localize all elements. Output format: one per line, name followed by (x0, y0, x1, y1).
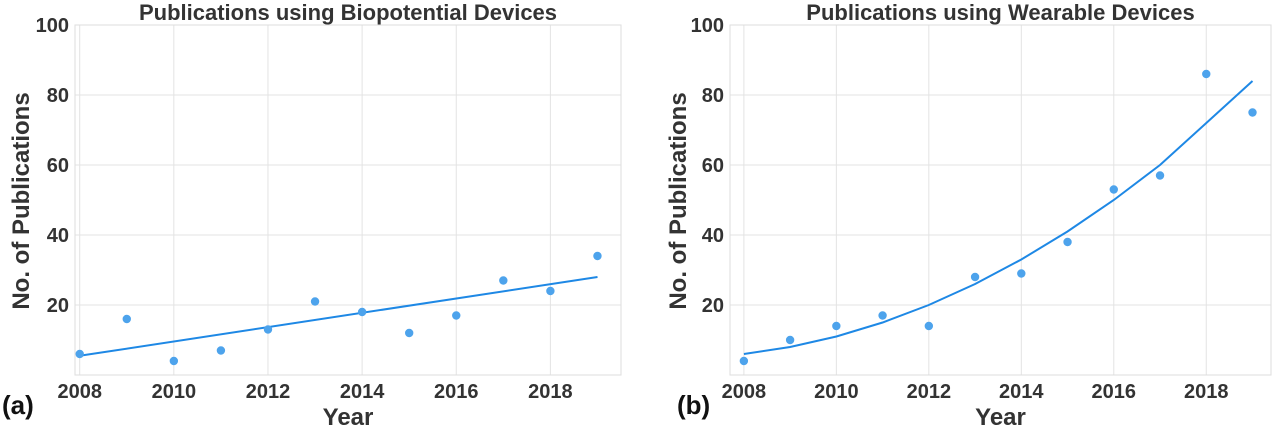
chart-a-y-tick-label: 80 (47, 85, 69, 107)
chart-b-x-tick-label: 2018 (1184, 381, 1229, 403)
chart-a-panel-label: (a) (2, 390, 34, 420)
chart-a-y-tick-label: 20 (47, 295, 69, 317)
chart-a: Publications using Biopotential Devices … (2, 0, 622, 428)
chart-b-y-tick-label: 80 (702, 85, 724, 107)
chart-a-point-2012 (263, 325, 273, 334)
chart-b-point-2008 (739, 356, 749, 366)
chart-b-y-tick-label: 40 (702, 225, 724, 247)
chart-b-point-2011 (878, 311, 887, 320)
chart-a-point-2015 (404, 328, 414, 338)
chart-b-point-2017 (1155, 171, 1165, 180)
chart-b-x-tick-label: 2008 (722, 381, 767, 403)
chart-a-point-2017 (499, 276, 508, 285)
chart-b-marks (739, 69, 1257, 366)
chart-a-point-2011 (216, 346, 226, 355)
chart-a-point-2013 (310, 297, 320, 306)
chart-a-y-tick-label: 40 (47, 225, 69, 247)
chart-a-title: Publications using Biopotential Devices (139, 0, 557, 25)
chart-b-fit-line (743, 80, 1254, 355)
chart-b-point-2014 (1017, 269, 1026, 278)
chart-b-point-2009 (785, 335, 795, 345)
chart-b-point-2013 (970, 272, 980, 282)
chart-a-gridlines (75, 24, 621, 375)
chart-b-y-tick-label: 20 (702, 295, 724, 317)
chart-b-point-2015 (1063, 237, 1072, 247)
chart-b-y-ticks: 20 40 60 80 100 (691, 15, 724, 317)
chart-a-point-2014 (357, 307, 367, 317)
chart-b-y-axis-label: No. of Publications (665, 92, 692, 309)
chart-b-y-tick-label: 100 (691, 15, 724, 37)
chart-a-point-2008 (75, 349, 84, 359)
chart-a-x-axis-label: Year (323, 404, 374, 428)
chart-a-y-ticks: 20 40 60 80 100 (36, 15, 69, 317)
chart-a-x-tick-label: 2016 (434, 381, 479, 403)
chart-a-y-tick-label: 100 (36, 15, 69, 37)
chart-b-y-tick-label: 60 (702, 155, 724, 177)
chart-a-point-2009 (122, 314, 131, 324)
chart-b-x-tick-label: 2012 (907, 381, 952, 403)
chart-a-x-tick-label: 2012 (246, 381, 291, 403)
chart-a-fit-line (79, 276, 598, 357)
chart-b-panel-label: (b) (677, 390, 710, 420)
chart-a-point-2018 (546, 286, 555, 296)
chart-b-title: Publications using Wearable Devices (806, 0, 1194, 25)
chart-a-point-2016 (452, 311, 461, 320)
chart-b-x-tick-label: 2010 (814, 381, 859, 403)
chart-b-x-axis-label: Year (975, 404, 1026, 428)
chart-b: Publications using Wearable Devices Year… (665, 0, 1272, 428)
chart-b-gridlines (730, 24, 1271, 375)
chart-b-point-2019 (1248, 108, 1257, 117)
chart-b-point-2018 (1202, 69, 1211, 79)
chart-a-x-tick-label: 2008 (57, 381, 102, 403)
chart-b-point-2012 (924, 321, 934, 331)
chart-b-point-2016 (1109, 185, 1118, 194)
chart-a-x-tick-label: 2018 (528, 381, 573, 403)
chart-b-x-tick-label: 2014 (999, 381, 1044, 403)
chart-a-y-axis-label: No. of Publications (8, 92, 35, 309)
chart-a-point-2019 (593, 251, 602, 261)
chart-a-y-tick-label: 60 (47, 155, 69, 177)
chart-b-point-2010 (832, 321, 841, 331)
chart-b-x-ticks: 2008 2010 2012 2014 2016 2018 (722, 381, 1229, 403)
chart-a-x-tick-label: 2014 (340, 381, 385, 403)
chart-b-plot-area (729, 24, 1272, 376)
chart-a-point-2010 (169, 356, 179, 366)
chart-a-x-ticks: 2008 2010 2012 2014 2016 2018 (57, 381, 572, 403)
chart-a-x-tick-label: 2010 (152, 381, 197, 403)
chart-b-x-tick-label: 2016 (1092, 381, 1137, 403)
chart-a-plot-area (74, 24, 622, 376)
chart-a-marks (75, 251, 602, 366)
